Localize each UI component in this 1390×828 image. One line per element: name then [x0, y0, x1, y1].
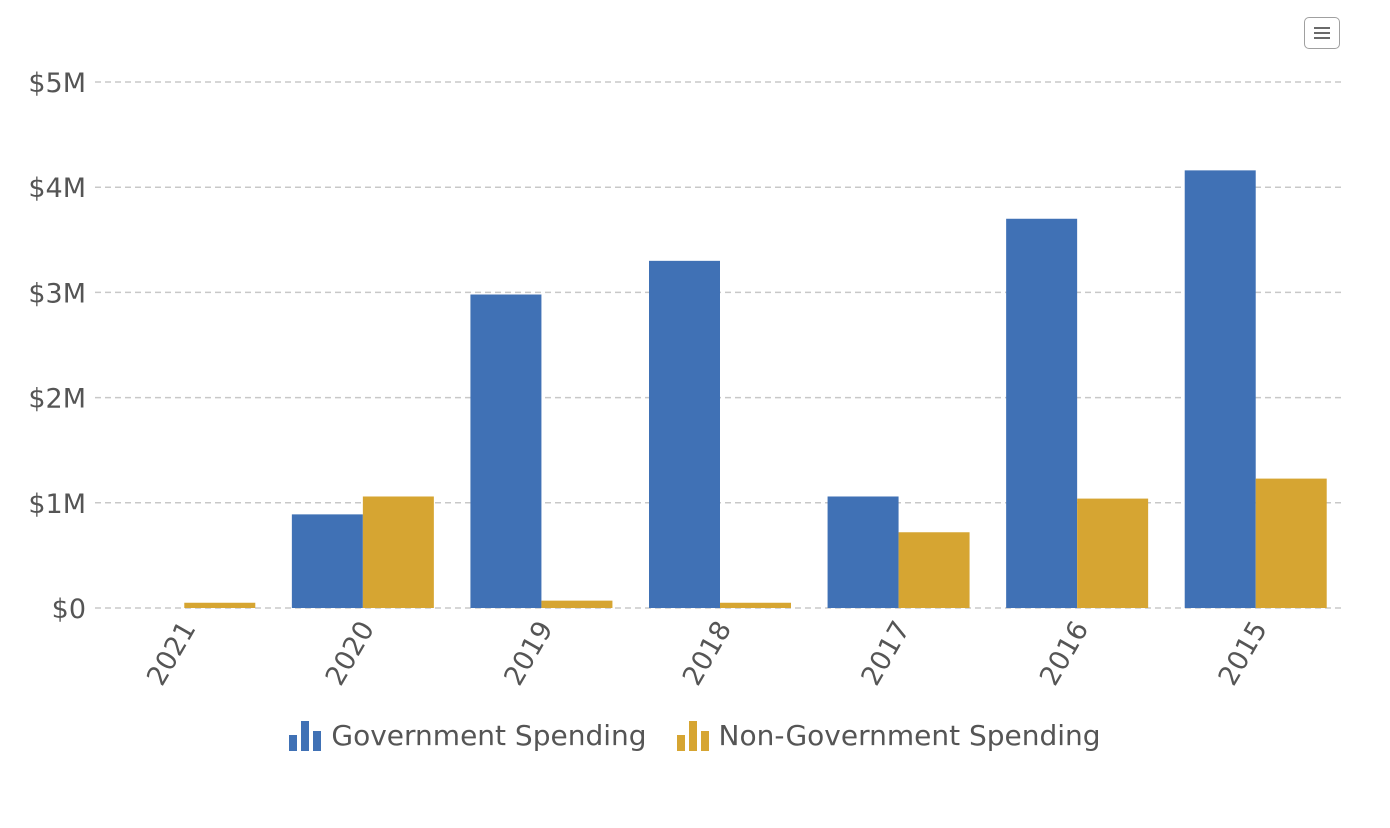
bar-non-government-2015[interactable] — [1255, 478, 1327, 608]
bar-non-government-2017[interactable] — [898, 532, 970, 608]
x-tick-label: 2021 — [141, 616, 202, 691]
bar-government-2017[interactable] — [827, 496, 899, 608]
x-tick-label: 2016 — [1034, 616, 1095, 691]
y-tick-label: $5M — [28, 68, 86, 99]
bar-chart-icon — [289, 719, 322, 751]
y-tick-label: $3M — [28, 278, 86, 309]
legend-item-government[interactable]: Government Spending — [289, 718, 647, 752]
bar-government-2015[interactable] — [1184, 170, 1256, 609]
x-tick-label: 2018 — [677, 616, 738, 691]
bar-chart-icon — [676, 719, 710, 751]
bar-government-2018[interactable] — [649, 260, 720, 608]
bar-government-2020[interactable] — [291, 514, 363, 608]
bar-non-government-2020[interactable] — [362, 496, 434, 608]
bar-government-2016[interactable] — [1006, 218, 1078, 608]
bar-non-government-2019[interactable] — [541, 600, 613, 608]
bar-non-government-2018[interactable] — [720, 602, 791, 608]
legend-item-non-government[interactable]: Non-Government Spending — [676, 718, 1101, 752]
x-axis-ticks: 2021 2020 2019 2018 2017 2016 2015 — [141, 616, 1274, 691]
y-tick-label: $2M — [28, 384, 86, 415]
y-tick-label: $0 — [52, 594, 86, 625]
y-tick-label: $1M — [28, 489, 86, 520]
x-tick-label: 2017 — [855, 616, 916, 691]
bar-non-government-2016[interactable] — [1077, 498, 1149, 608]
x-tick-label: 2020 — [320, 616, 381, 691]
chart-legend: Government Spending Non-Government Spend… — [0, 715, 1390, 755]
chart-menu-button[interactable] — [1304, 17, 1340, 49]
bar-non-government-2021[interactable] — [184, 602, 256, 608]
x-tick-label: 2019 — [498, 616, 559, 691]
legend-label: Government Spending — [331, 718, 647, 752]
y-axis-ticks: $0 $1M $2M $3M $4M $5M — [28, 68, 86, 625]
bar-government-2019[interactable] — [470, 294, 542, 608]
bars — [184, 170, 1327, 609]
y-tick-label: $4M — [28, 173, 86, 204]
x-tick-label: 2015 — [1213, 616, 1274, 691]
legend-label: Non-Government Spending — [718, 718, 1101, 752]
